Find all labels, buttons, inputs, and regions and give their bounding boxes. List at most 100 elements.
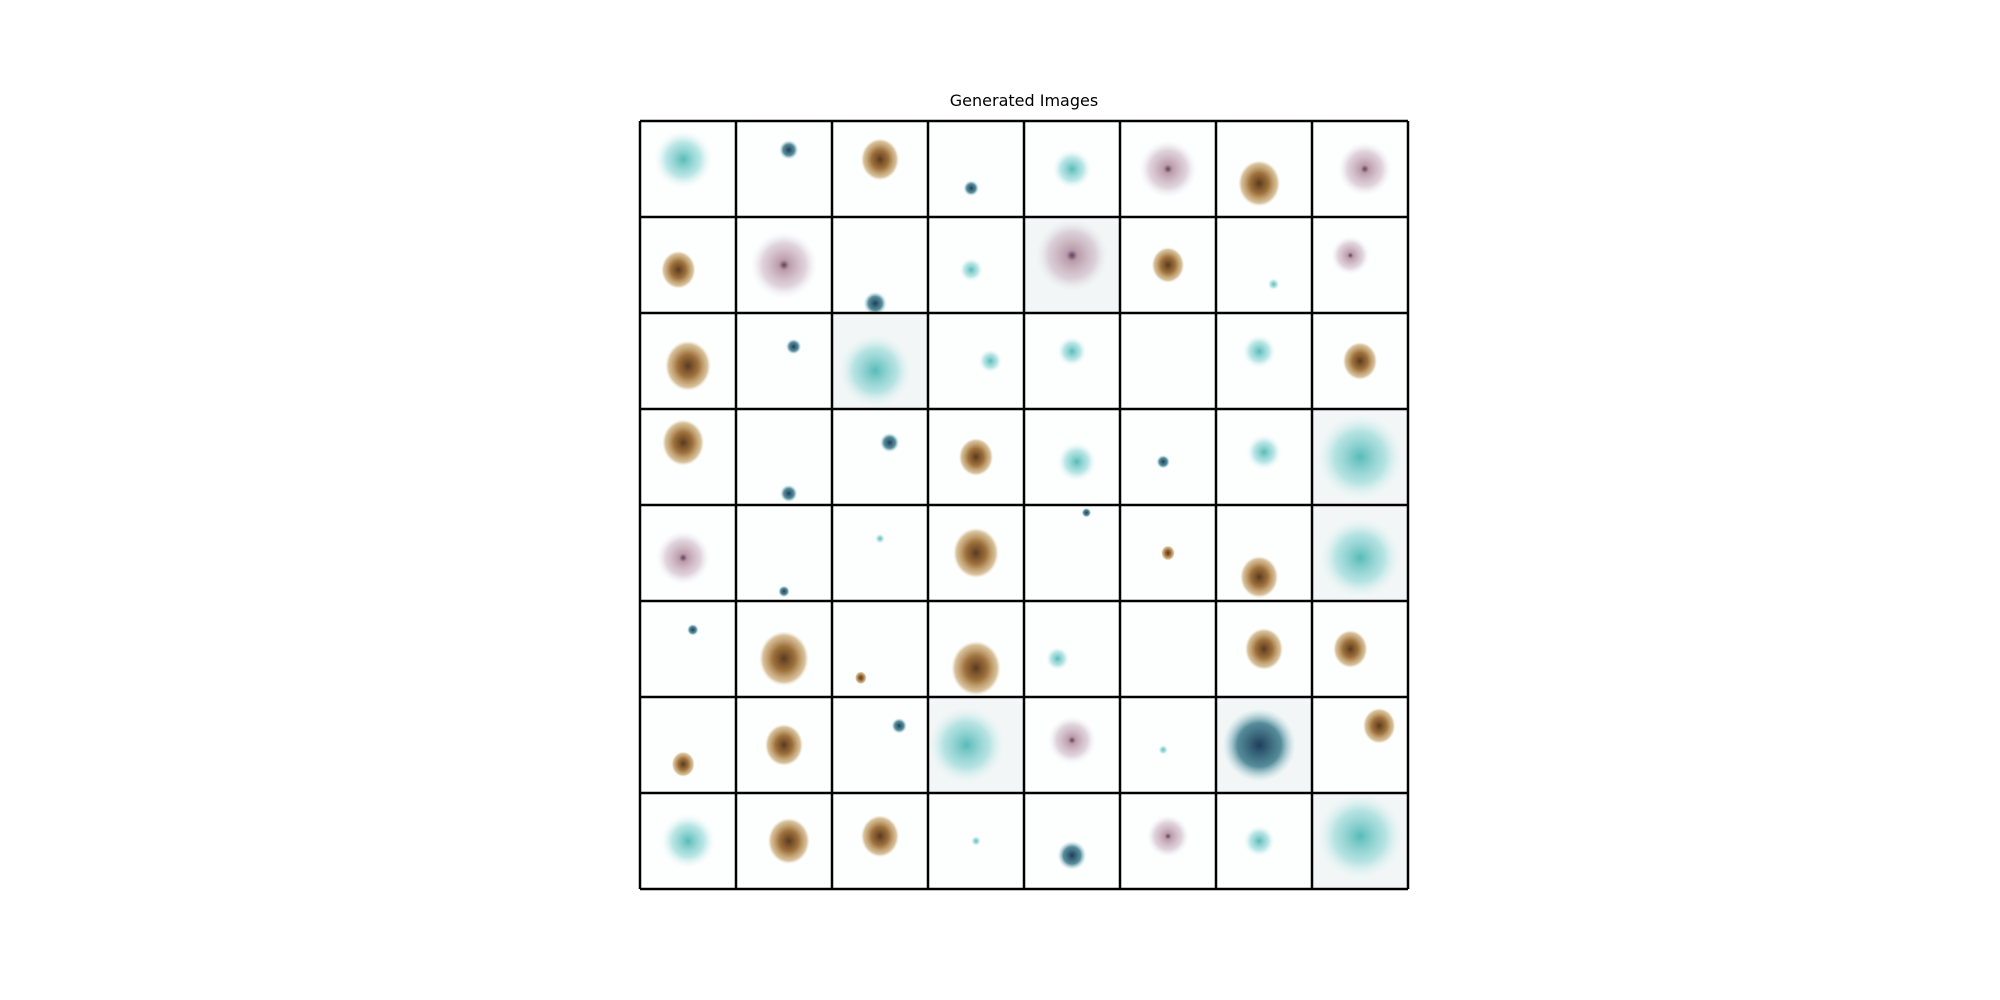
- image-background: [832, 409, 928, 505]
- image-background: [1312, 697, 1408, 793]
- generated-image: [928, 409, 1024, 505]
- image-background: [1120, 409, 1216, 505]
- image-blob: [1081, 507, 1092, 518]
- image-blob: [978, 349, 1002, 373]
- image-blob: [891, 718, 907, 734]
- generated-image: [928, 217, 1024, 313]
- image-blob: [1057, 337, 1087, 366]
- image-background: [1024, 793, 1120, 889]
- generated-image: [640, 409, 736, 505]
- generated-image: [832, 121, 928, 217]
- generated-image: [1216, 409, 1312, 505]
- generated-image: [1024, 697, 1120, 793]
- image-blob: [875, 533, 885, 544]
- image-blob: [1238, 160, 1281, 207]
- generated-image: [832, 313, 928, 409]
- image-blob: [1331, 236, 1370, 275]
- image-background: [1120, 697, 1216, 793]
- image-blob: [778, 585, 790, 598]
- generated-image: [736, 601, 832, 697]
- generated-image: [640, 697, 736, 793]
- generated-image: [1024, 121, 1120, 217]
- image-blob: [1362, 707, 1396, 744]
- image-blob: [1243, 825, 1275, 857]
- image-blob: [951, 640, 1001, 696]
- image-blob: [952, 527, 1000, 579]
- generated-image: [1312, 409, 1408, 505]
- image-blob: [1240, 555, 1279, 599]
- generated-image: [928, 697, 1024, 793]
- image-blob: [1342, 341, 1378, 381]
- image-blob: [785, 338, 802, 355]
- generated-image: [1120, 121, 1216, 217]
- image-blob: [1246, 434, 1282, 470]
- image-background: [1120, 601, 1216, 697]
- generated-image: [736, 313, 832, 409]
- generated-image: [1024, 601, 1120, 697]
- image-blob: [671, 751, 695, 777]
- generated-image: [832, 409, 928, 505]
- image-blob: [750, 231, 818, 299]
- generated-image: [736, 121, 832, 217]
- image-blob: [1158, 745, 1168, 755]
- image-background: [736, 313, 832, 409]
- image-blob: [838, 334, 912, 408]
- generated-image: [832, 505, 928, 601]
- image-background: [1024, 505, 1120, 601]
- generated-image: [928, 601, 1024, 697]
- image-blob: [1057, 841, 1087, 870]
- generated-image: [1216, 121, 1312, 217]
- generated-image: [1120, 601, 1216, 697]
- generated-image: [1312, 697, 1408, 793]
- image-blob: [664, 340, 712, 392]
- image-background: [832, 697, 928, 793]
- generated-image: [736, 697, 832, 793]
- image-blob: [1242, 335, 1276, 368]
- generated-image: [1312, 217, 1408, 313]
- grid-lines: [638, 119, 1410, 891]
- image-background: [640, 601, 736, 697]
- generated-image: [1120, 409, 1216, 505]
- generated-image: [1024, 313, 1120, 409]
- image-blob: [860, 138, 900, 181]
- image-blob: [1156, 455, 1170, 469]
- generated-image: [1216, 217, 1312, 313]
- image-grid: [640, 121, 1408, 889]
- image-blob: [1046, 647, 1070, 671]
- generated-image: [1120, 217, 1216, 313]
- generated-image: [736, 409, 832, 505]
- image-background: [928, 121, 1024, 217]
- image-blob: [1316, 413, 1404, 501]
- image-blob: [1337, 142, 1392, 196]
- image-blob: [1035, 218, 1109, 292]
- image-blob: [1267, 278, 1280, 290]
- generated-image: [1216, 697, 1312, 793]
- image-background: [736, 505, 832, 601]
- generated-image: [640, 313, 736, 409]
- image-blob: [959, 258, 983, 282]
- image-blob: [1048, 716, 1096, 765]
- image-background: [1024, 601, 1120, 697]
- image-blob: [759, 631, 809, 687]
- generated-image: [1024, 409, 1120, 505]
- image-background: [1120, 313, 1216, 409]
- generated-image: [736, 505, 832, 601]
- image-blob: [1057, 442, 1097, 481]
- generated-image: [736, 217, 832, 313]
- image-blob: [1222, 708, 1296, 782]
- generated-image: [1312, 505, 1408, 601]
- image-blob: [1139, 140, 1197, 198]
- image-background: [832, 505, 928, 601]
- image-blob: [767, 817, 810, 865]
- generated-image: [1312, 121, 1408, 217]
- image-blob: [661, 814, 715, 868]
- image-blob: [764, 723, 804, 767]
- generated-image: [832, 697, 928, 793]
- generated-image: [640, 601, 736, 697]
- image-background: [640, 697, 736, 793]
- image-blob: [860, 815, 900, 858]
- image-blob: [1316, 793, 1404, 880]
- generated-image: [1120, 697, 1216, 793]
- generated-image: [1312, 313, 1408, 409]
